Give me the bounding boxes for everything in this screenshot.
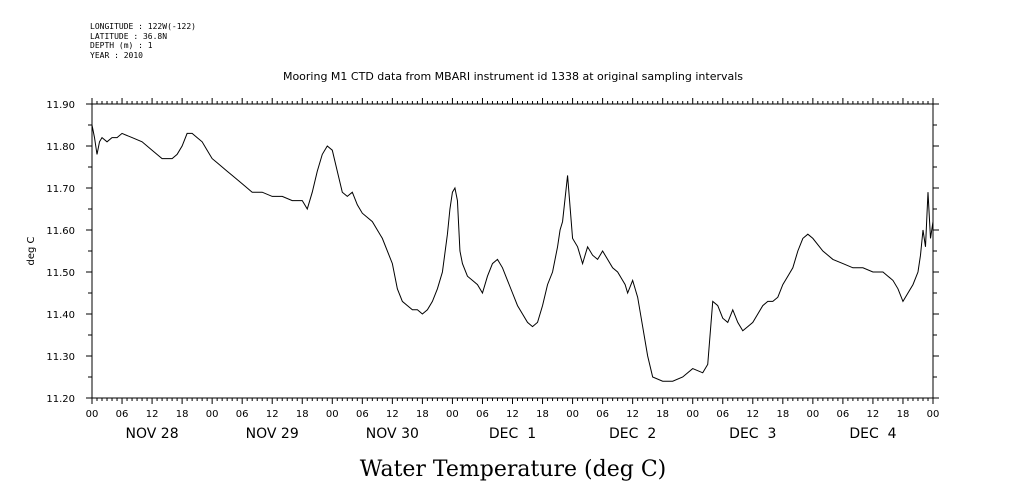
x-tick-label: 12 bbox=[146, 409, 159, 420]
x-tick-label: 00 bbox=[326, 409, 339, 420]
day-label: NOV 30 bbox=[366, 426, 419, 442]
x-tick-label: 12 bbox=[266, 409, 279, 420]
y-tick-label: 11.50 bbox=[46, 268, 75, 279]
x-tick-label: 12 bbox=[746, 409, 759, 420]
x-tick-label: 18 bbox=[656, 409, 669, 420]
y-tick-label: 11.70 bbox=[46, 184, 75, 195]
day-label: DEC 3 bbox=[729, 426, 776, 442]
y-tick-label: 11.80 bbox=[46, 142, 75, 153]
day-labels: NOV 28 NOV 29 NOV 30 DEC 1 DEC 2 DEC 3 DEC 4 bbox=[126, 426, 897, 442]
day-label: DEC 2 bbox=[609, 426, 656, 442]
x-tick-label: 18 bbox=[176, 409, 189, 420]
x-tick-label: 06 bbox=[476, 409, 489, 420]
longitude-text: LONGITUDE : 122W(-122) bbox=[90, 22, 196, 31]
metadata-block: LONGITUDE : 122W(-122) LATITUDE : 36.8N … bbox=[90, 22, 196, 60]
day-label: DEC 1 bbox=[489, 426, 536, 442]
x-tick-label: 12 bbox=[626, 409, 639, 420]
x-tick-label: 00 bbox=[566, 409, 579, 420]
x-tick-label: 00 bbox=[86, 409, 99, 420]
y-tick-label: 11.60 bbox=[46, 226, 75, 237]
x-tick-label: 06 bbox=[716, 409, 729, 420]
temperature-series-line bbox=[91, 124, 934, 382]
plot-frame bbox=[91, 103, 934, 399]
x-tick-label: 06 bbox=[837, 409, 850, 420]
y-tick-label: 11.40 bbox=[46, 310, 75, 321]
y-tick-label: 11.20 bbox=[46, 394, 75, 405]
x-tick-label: 06 bbox=[356, 409, 369, 420]
x-tick-label: 18 bbox=[897, 409, 910, 420]
x-tick-label: 06 bbox=[236, 409, 249, 420]
year-text: YEAR : 2010 bbox=[90, 50, 143, 60]
x-axis-title: Water Temperature (deg C) bbox=[360, 457, 667, 482]
depth-text: DEPTH (m) : 1 bbox=[90, 41, 153, 50]
x-tick-label: 00 bbox=[206, 409, 219, 420]
day-label: NOV 29 bbox=[246, 426, 299, 442]
x-tick-label: 12 bbox=[506, 409, 519, 420]
x-tick-label: 12 bbox=[386, 409, 399, 420]
x-tick-label: 12 bbox=[867, 409, 880, 420]
x-tick-label: 18 bbox=[776, 409, 789, 420]
y-tick-label: 11.90 bbox=[46, 100, 75, 111]
y-tick-label: 11.30 bbox=[46, 352, 75, 363]
day-label: NOV 28 bbox=[126, 426, 179, 442]
x-tick-label: 06 bbox=[116, 409, 129, 420]
x-tick-label: 00 bbox=[927, 409, 940, 420]
x-tick-label: 00 bbox=[446, 409, 459, 420]
x-tick-label: 06 bbox=[596, 409, 609, 420]
chart-title: Mooring M1 CTD data from MBARI instrumen… bbox=[283, 70, 743, 83]
x-axis: 00 06 12 18 00 06 12 18 00 06 12 18 00 06 12 18 00 06 12 18… bbox=[86, 98, 940, 420]
day-label: DEC 4 bbox=[849, 426, 896, 442]
x-tick-label: 00 bbox=[686, 409, 699, 420]
x-tick-label: 18 bbox=[296, 409, 309, 420]
y-axis-label: deg C bbox=[26, 236, 37, 265]
y-axis: 11.20 11.30 11.40 11.50 11.60 11.70 11.80 11.90 bbox=[46, 100, 939, 405]
latitude-text: LATITUDE : 36.8N bbox=[90, 31, 168, 41]
x-tick-label: 18 bbox=[536, 409, 549, 420]
x-tick-label: 18 bbox=[416, 409, 429, 420]
x-tick-label: 00 bbox=[806, 409, 819, 420]
